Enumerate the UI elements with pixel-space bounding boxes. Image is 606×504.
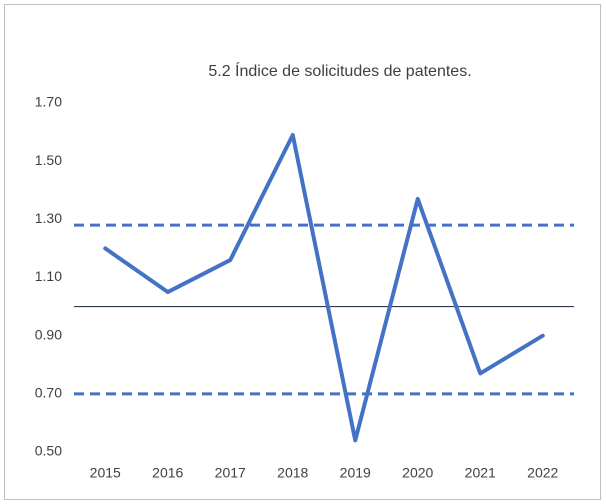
x-tick-label: 2016 [152, 465, 183, 481]
y-tick-label: 1.70 [35, 94, 62, 110]
x-tick-label: 2020 [402, 465, 433, 481]
x-tick-label: 2021 [465, 465, 496, 481]
y-tick-label: 1.30 [35, 210, 62, 226]
x-tick-label: 2022 [527, 465, 558, 481]
y-tick-label: 0.90 [35, 326, 62, 342]
data-line [103, 132, 545, 443]
y-tick-label: 0.50 [35, 443, 62, 459]
x-tick-label: 2015 [90, 465, 121, 481]
chart-title: 5.2 Índice de solicitudes de patentes. [208, 61, 471, 80]
x-tick-label: 2017 [215, 465, 246, 481]
y-tick-label: 0.70 [35, 385, 62, 401]
chart-frame [4, 4, 601, 500]
y-tick-label: 1.50 [35, 152, 62, 168]
x-tick-label: 2019 [340, 465, 371, 481]
y-tick-label: 1.10 [35, 268, 62, 284]
x-tick-label: 2018 [277, 465, 308, 481]
